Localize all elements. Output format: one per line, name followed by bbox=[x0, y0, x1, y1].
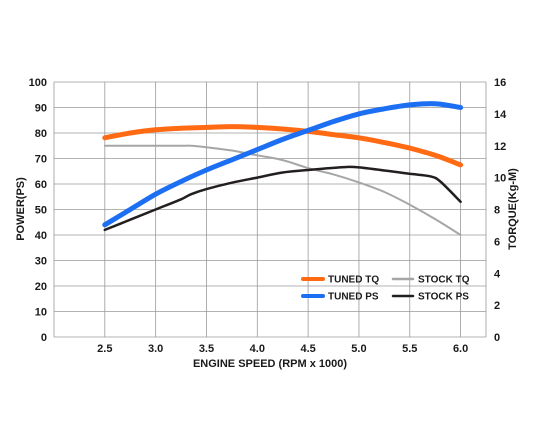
y-right-tick-label: 6 bbox=[494, 236, 500, 248]
tuned-tq-line bbox=[102, 124, 464, 168]
y-axis-right-title: TORQUE(Kg-M) bbox=[507, 168, 519, 250]
tuned-ps-line bbox=[102, 101, 464, 228]
x-tick-label: 4.5 bbox=[300, 343, 315, 355]
y-left-tick-label: 0 bbox=[41, 332, 47, 344]
y-axis-left-title: POWER(PS) bbox=[15, 177, 27, 241]
legend-label-tuned-ps: TUNED PS bbox=[328, 292, 379, 303]
stock-tq-line bbox=[103, 144, 462, 236]
stock-ps-line bbox=[103, 165, 462, 232]
y-right-tick-label: 16 bbox=[494, 77, 506, 89]
y-left-tick-label: 50 bbox=[35, 205, 47, 217]
y-left-tick-label: 100 bbox=[29, 77, 47, 89]
x-tick-label: 3.5 bbox=[199, 343, 214, 355]
y-right-tick-label: 2 bbox=[494, 300, 500, 312]
legend-label-tuned-tq: TUNED TQ bbox=[328, 275, 379, 286]
series-lines bbox=[102, 101, 464, 236]
y-right-tick-label: 10 bbox=[494, 173, 506, 185]
legend-label-stock-ps: STOCK PS bbox=[418, 292, 469, 303]
y-right-tick-label: 14 bbox=[494, 109, 507, 121]
x-tick-label: 6.0 bbox=[453, 343, 468, 355]
x-tick-label: 5.5 bbox=[402, 343, 417, 355]
y-left-tick-label: 70 bbox=[35, 154, 47, 166]
tick-labels: 0 10 20 30 40 50 60 70 80 90 100 0 2 4 6 8 10 12 14 16 2.5 3.… bbox=[29, 77, 507, 355]
y-left-tick-label: 40 bbox=[35, 230, 47, 242]
legend-label-stock-tq: STOCK TQ bbox=[418, 275, 470, 286]
y-right-tick-label: 0 bbox=[494, 332, 500, 344]
y-right-tick-label: 12 bbox=[494, 141, 506, 153]
y-left-tick-label: 60 bbox=[35, 179, 47, 191]
y-left-tick-label: 30 bbox=[35, 256, 47, 268]
y-left-tick-label: 10 bbox=[35, 307, 47, 319]
y-left-tick-label: 80 bbox=[35, 128, 47, 140]
x-tick-label: 2.5 bbox=[97, 343, 112, 355]
y-left-tick-label: 90 bbox=[35, 103, 47, 115]
x-axis-title: ENGINE SPEED (RPM x 1000) bbox=[193, 358, 347, 370]
y-right-tick-label: 8 bbox=[494, 205, 500, 217]
x-tick-label: 3.0 bbox=[148, 343, 163, 355]
x-tick-label: 4.0 bbox=[250, 343, 265, 355]
legend: TUNED TQ STOCK TQ TUNED PS STOCK PS bbox=[301, 275, 470, 303]
y-right-tick-label: 4 bbox=[494, 268, 501, 280]
y-left-tick-label: 20 bbox=[35, 281, 47, 293]
x-tick-label: 5.0 bbox=[351, 343, 366, 355]
